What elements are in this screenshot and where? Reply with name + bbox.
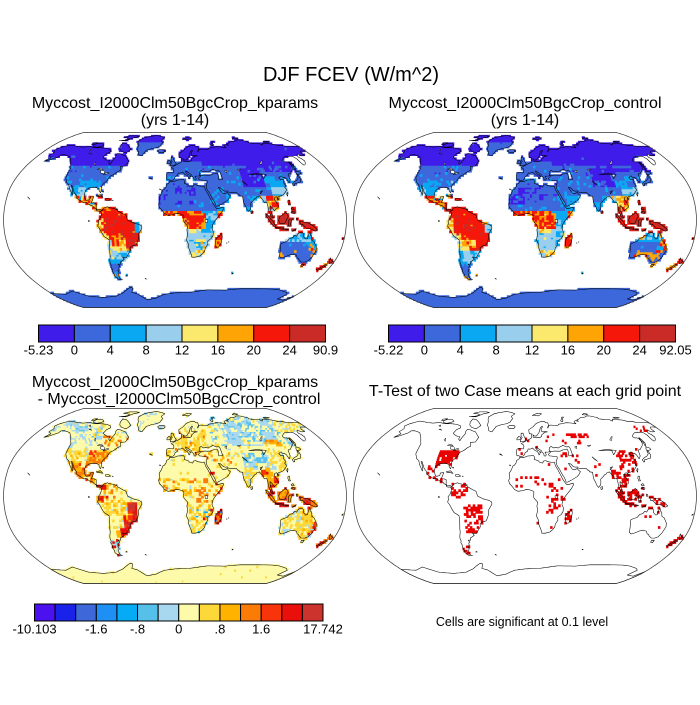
svg-text:12: 12 — [525, 343, 539, 358]
svg-text:16: 16 — [561, 343, 575, 358]
svg-text:16: 16 — [211, 343, 225, 358]
svg-text:0: 0 — [71, 343, 78, 358]
svg-text:4: 4 — [107, 343, 114, 358]
svg-text:0: 0 — [175, 622, 182, 637]
svg-text:20: 20 — [597, 343, 611, 358]
svg-text:1.6: 1.6 — [252, 622, 270, 637]
svg-text:-10.103: -10.103 — [12, 622, 56, 637]
svg-text:4: 4 — [457, 343, 464, 358]
svg-text:T-Test of two Case means at ea: T-Test of two Case means at each grid po… — [369, 383, 682, 400]
svg-text:-1.6: -1.6 — [85, 622, 107, 637]
svg-text:90.9: 90.9 — [313, 343, 338, 358]
svg-text:DJF FCEV (W/m^2): DJF FCEV (W/m^2) — [263, 64, 439, 86]
svg-text:8: 8 — [493, 343, 500, 358]
svg-text:(yrs 1-14): (yrs 1-14) — [141, 112, 209, 129]
svg-text:(yrs 1-14): (yrs 1-14) — [491, 112, 559, 129]
svg-text:-5.23: -5.23 — [24, 343, 54, 358]
svg-text:24: 24 — [282, 343, 296, 358]
svg-text:Myccost_I2000Clm50BgcCrop_cont: Myccost_I2000Clm50BgcCrop_control — [388, 95, 661, 112]
svg-text:20: 20 — [247, 343, 261, 358]
svg-text:8: 8 — [143, 343, 150, 358]
svg-text:Cells are significant at 0.1 l: Cells are significant at 0.1 level — [436, 615, 608, 629]
svg-text:- Myccost_I2000Clm50BgcCrop_co: - Myccost_I2000Clm50BgcCrop_control — [38, 391, 321, 408]
svg-text:Myccost_I2000Clm50BgcCrop_kpar: Myccost_I2000Clm50BgcCrop_kparams — [32, 374, 318, 391]
svg-text:24: 24 — [632, 343, 646, 358]
svg-text:12: 12 — [175, 343, 189, 358]
svg-text:17.742: 17.742 — [303, 622, 343, 637]
svg-text:-.8: -.8 — [130, 622, 145, 637]
svg-text:0: 0 — [421, 343, 428, 358]
svg-text:-5.22: -5.22 — [374, 343, 404, 358]
svg-text:92.05: 92.05 — [659, 343, 692, 358]
svg-text:.8: .8 — [215, 622, 226, 637]
svg-text:Myccost_I2000Clm50BgcCrop_kpar: Myccost_I2000Clm50BgcCrop_kparams — [32, 95, 318, 112]
